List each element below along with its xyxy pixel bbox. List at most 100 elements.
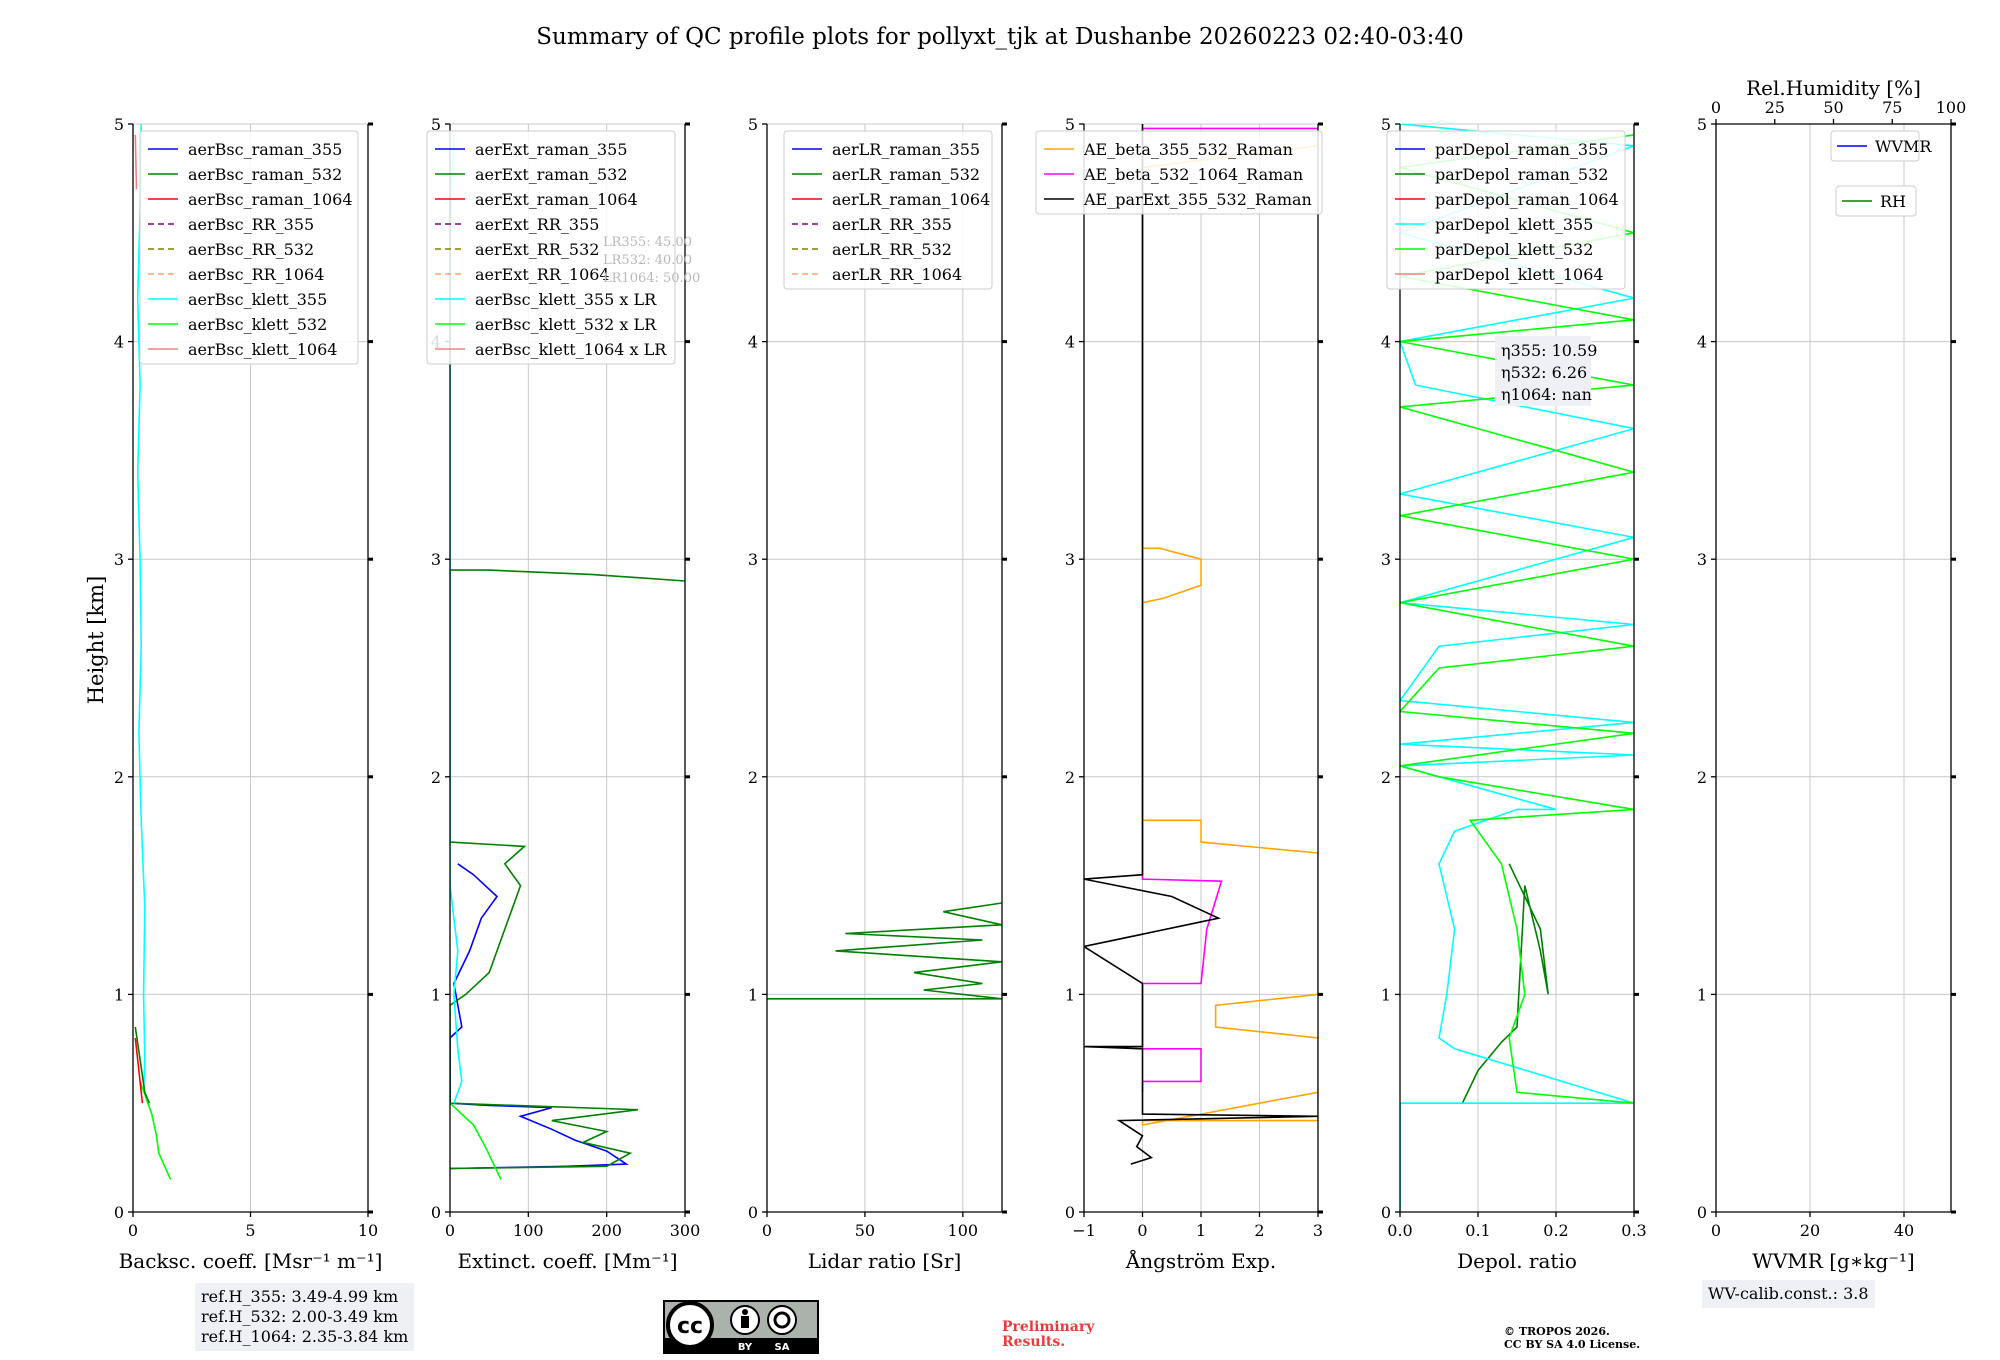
legend-label-5: aerExt_RR_1064	[475, 265, 610, 284]
copyright-note: © TROPOS 2026. CC BY SA 4.0 License.	[1504, 1325, 1640, 1351]
series-line-aerbsc-klett-532	[139, 1081, 172, 1180]
ytick-label-3: 3	[1381, 550, 1391, 569]
ytick-label-1: 1	[1065, 985, 1075, 1004]
cc-icon-text: cc	[677, 1314, 703, 1339]
x-axis-label: Ångström Exp.	[1125, 1248, 1276, 1273]
ytick-label-1: 1	[431, 985, 441, 1004]
xtick-label-0: 0	[128, 1221, 138, 1240]
legend-label-5: parDepol_klett_1064	[1435, 265, 1604, 284]
ytick-label-2: 2	[431, 768, 441, 787]
ytick-label-1: 1	[748, 985, 758, 1004]
ref-height-355: ref.H_355: 3.49-4.99 km	[201, 1287, 399, 1306]
ytick-label-2: 2	[1697, 768, 1707, 787]
inset-line-1: η532: 6.26	[1501, 363, 1587, 382]
xtick-label-0: 0.0	[1387, 1221, 1412, 1240]
legend-label-1: aerBsc_raman_532	[188, 165, 342, 184]
legend-lidar_ratio: aerLR_raman_355 aerLR_raman_532 aerLR_rama…	[783, 130, 993, 290]
series-line-aerext-raman-532	[450, 569, 685, 1170]
legend-label-6: aerBsc_klett_355 x LR	[475, 290, 657, 309]
series-line-raman-532-low	[134, 1026, 151, 1104]
legend-extinction: aerExt_raman_355 aerExt_raman_532 aerExt_r…	[426, 130, 676, 365]
top-xtick-label-1: 25	[1765, 98, 1785, 117]
series-line-pardepol-klett-532	[1400, 134, 1634, 1104]
copyright-line-1: © TROPOS 2026.	[1504, 1325, 1610, 1338]
ref-height-1064: ref.H_1064: 2.35-3.84 km	[201, 1327, 409, 1346]
legend-label-4: aerExt_RR_532	[475, 240, 599, 259]
xtick-label-2: 10	[358, 1221, 378, 1240]
legend-label-2: aerBsc_raman_1064	[188, 190, 353, 209]
legend-label-3: aerBsc_RR_355	[188, 215, 314, 234]
inset-line-2: LR1064: 50.00	[603, 271, 700, 286]
legend-label-4: aerLR_RR_532	[832, 240, 952, 259]
ytick-label-4: 4	[1065, 333, 1075, 352]
legend-label: RH	[1880, 192, 1906, 211]
sa-icon	[767, 1305, 797, 1335]
series-line-aerbsc-klett-1064	[134, 134, 138, 190]
xtick-label-0: 0	[1711, 1221, 1721, 1240]
legend-label-6: aerBsc_klett_355	[188, 290, 327, 309]
ytick-label-5: 5	[1381, 115, 1391, 134]
xtick-label-0: 0	[762, 1221, 772, 1240]
legend-label-2: aerExt_raman_1064	[475, 190, 638, 209]
legend-label-0: AE_beta_355_532_Raman	[1083, 140, 1293, 159]
preliminary-results-note: Preliminary Results.	[1002, 1320, 1094, 1350]
series-line-pardepol-raman-532	[1461, 863, 1549, 1104]
legend-box	[1035, 130, 1323, 215]
cc-icon	[666, 1301, 714, 1349]
inset-text-extinction: LR355: 45.00 LR532: 40.00 LR1064: 50.00	[603, 235, 700, 286]
sa-label: SA	[775, 1342, 790, 1353]
x-axis-label: Depol. ratio	[1457, 1249, 1577, 1273]
legend-box	[1386, 130, 1626, 290]
copyright-line-2: CC BY SA 4.0 License.	[1504, 1338, 1641, 1351]
xtick-label-1: 5	[245, 1221, 255, 1240]
inset-line-0: LR355: 45.00	[603, 235, 692, 250]
legend-label-0: aerExt_raman_355	[475, 140, 628, 159]
top-xtick-label-4: 100	[1936, 98, 1967, 117]
cc-license-badge: cc BY SA	[663, 1300, 819, 1354]
legend-label-3: aerLR_RR_355	[832, 215, 952, 234]
preliminary-line-1: Preliminary	[1002, 1319, 1095, 1335]
legend-label-3: parDepol_klett_355	[1435, 215, 1593, 234]
legend-label-5: aerLR_RR_1064	[832, 265, 962, 284]
legend-box	[1830, 130, 1920, 162]
ytick-label-3: 3	[431, 550, 441, 569]
legend-label-2: parDepol_raman_1064	[1435, 190, 1619, 209]
legend-angstrom: AE_beta_355_532_Raman AE_beta_532_1064_Ra…	[1035, 130, 1323, 215]
legend-label-0: aerLR_raman_355	[832, 140, 980, 159]
ytick-label-0: 0	[431, 1203, 441, 1222]
legend-label-2: AE_parExt_355_532_Raman	[1083, 190, 1312, 209]
panel-backscatter: 0 1 2 3 4 5 0 5 10 Backsc. coeff. [Msr⁻¹ m⁻¹] aerB…	[114, 115, 383, 1273]
ytick-label-2: 2	[748, 768, 758, 787]
ytick-label-3: 3	[114, 550, 124, 569]
ytick-label-5: 5	[431, 115, 441, 134]
wv-calib-text: WV-calib.const.: 3.8	[1708, 1284, 1869, 1303]
legend-label-1: AE_beta_532_1064_Raman	[1083, 165, 1303, 184]
series-line-aerext-raman-355	[450, 863, 629, 1170]
ytick-label-3: 3	[748, 550, 758, 569]
by-label: BY	[738, 1342, 753, 1353]
xtick-label-3: 300	[670, 1221, 701, 1240]
xtick-label-1: 0.1	[1465, 1221, 1490, 1240]
xtick-label-1: 20	[1800, 1221, 1820, 1240]
xtick-label-2: 200	[591, 1221, 622, 1240]
series-line-raman-1064-low	[134, 1037, 144, 1104]
legend-backscatter: aerBsc_raman_355 aerBsc_raman_532 aerBsc_r…	[139, 130, 359, 365]
ytick-label-5: 5	[1065, 115, 1075, 134]
inset-line-0: η355: 10.59	[1501, 341, 1597, 360]
xtick-label-1: 0	[1137, 1221, 1147, 1240]
inset-box	[1495, 336, 1591, 406]
legend-label-7: aerBsc_klett_532	[188, 315, 327, 334]
xtick-label-2: 100	[948, 1221, 979, 1240]
wv-calib-note: WV-calib.const.: 3.8	[1702, 1280, 1875, 1308]
xtick-label-2: 1	[1196, 1221, 1206, 1240]
legend-label-8: aerBsc_klett_1064 x LR	[475, 340, 667, 359]
ytick-label-1: 1	[114, 985, 124, 1004]
top-xtick-label-2: 50	[1823, 98, 1843, 117]
ytick-label-2: 2	[1065, 768, 1075, 787]
series-line-aerbsc-klett-355	[136, 124, 146, 1093]
legend-label-0: aerBsc_raman_355	[188, 140, 342, 159]
legend-label-3: aerExt_RR_355	[475, 215, 599, 234]
ytick-label-3: 3	[1697, 550, 1707, 569]
